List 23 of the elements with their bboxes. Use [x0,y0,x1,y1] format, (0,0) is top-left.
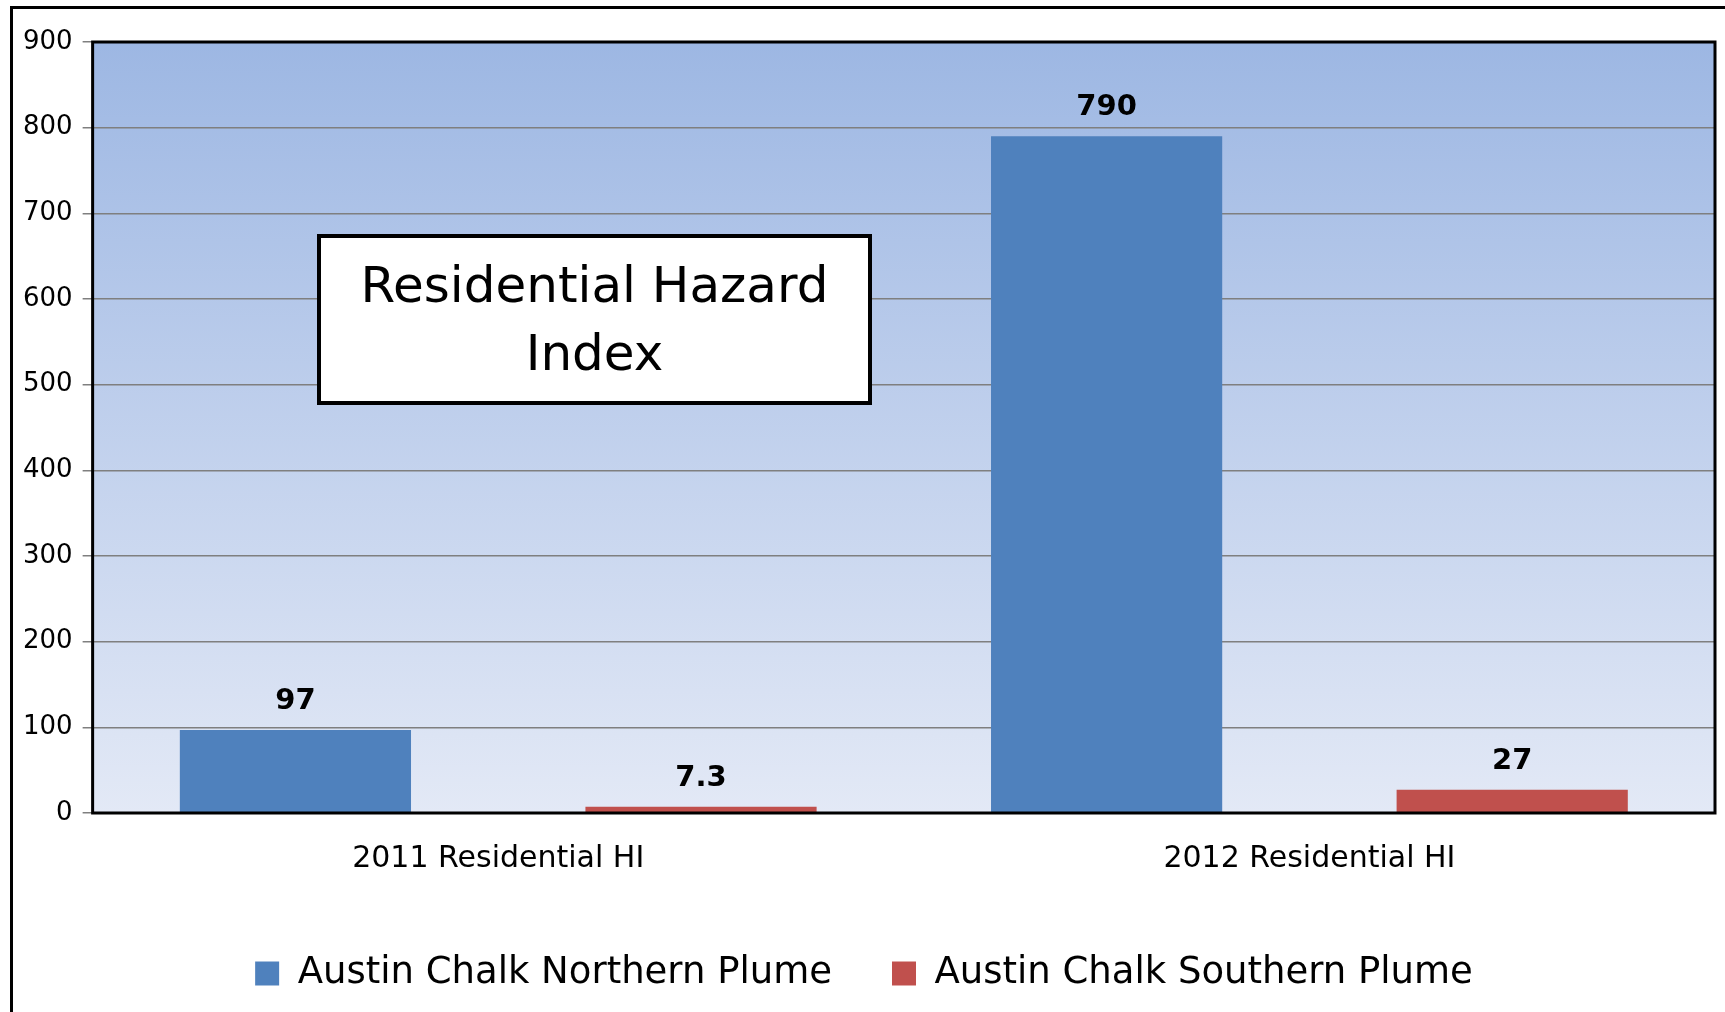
text: Residential Hazard Index [317,234,872,405]
y-tick-label: 200 [22,624,73,655]
data-label: 97 [275,681,316,716]
bar [179,729,412,813]
y-tick-label: 900 [22,24,73,55]
data-label: 27 [1492,741,1533,776]
data-label: 7.3 [675,758,727,793]
bar [585,806,817,813]
data-label: 790 [1076,88,1137,123]
legend-label: Austin Chalk Northern Plume [297,949,832,993]
y-tick-label: 800 [22,110,73,141]
y-tick-label: 500 [22,367,73,398]
legend-label: Austin Chalk Southern Plume [934,949,1473,993]
x-tick-label: 2012 Residential HI [1163,838,1456,874]
bar [1396,789,1628,813]
y-tick-label: 700 [22,196,73,227]
y-tick-label: 300 [22,538,73,569]
y-tick-label: 0 [56,795,73,826]
x-tick-label: 2011 Residential HI [352,838,645,874]
y-tick-label: 400 [22,453,73,484]
y-tick-label: 100 [22,710,73,741]
bar [991,136,1223,813]
y-tick-label: 600 [22,281,73,312]
